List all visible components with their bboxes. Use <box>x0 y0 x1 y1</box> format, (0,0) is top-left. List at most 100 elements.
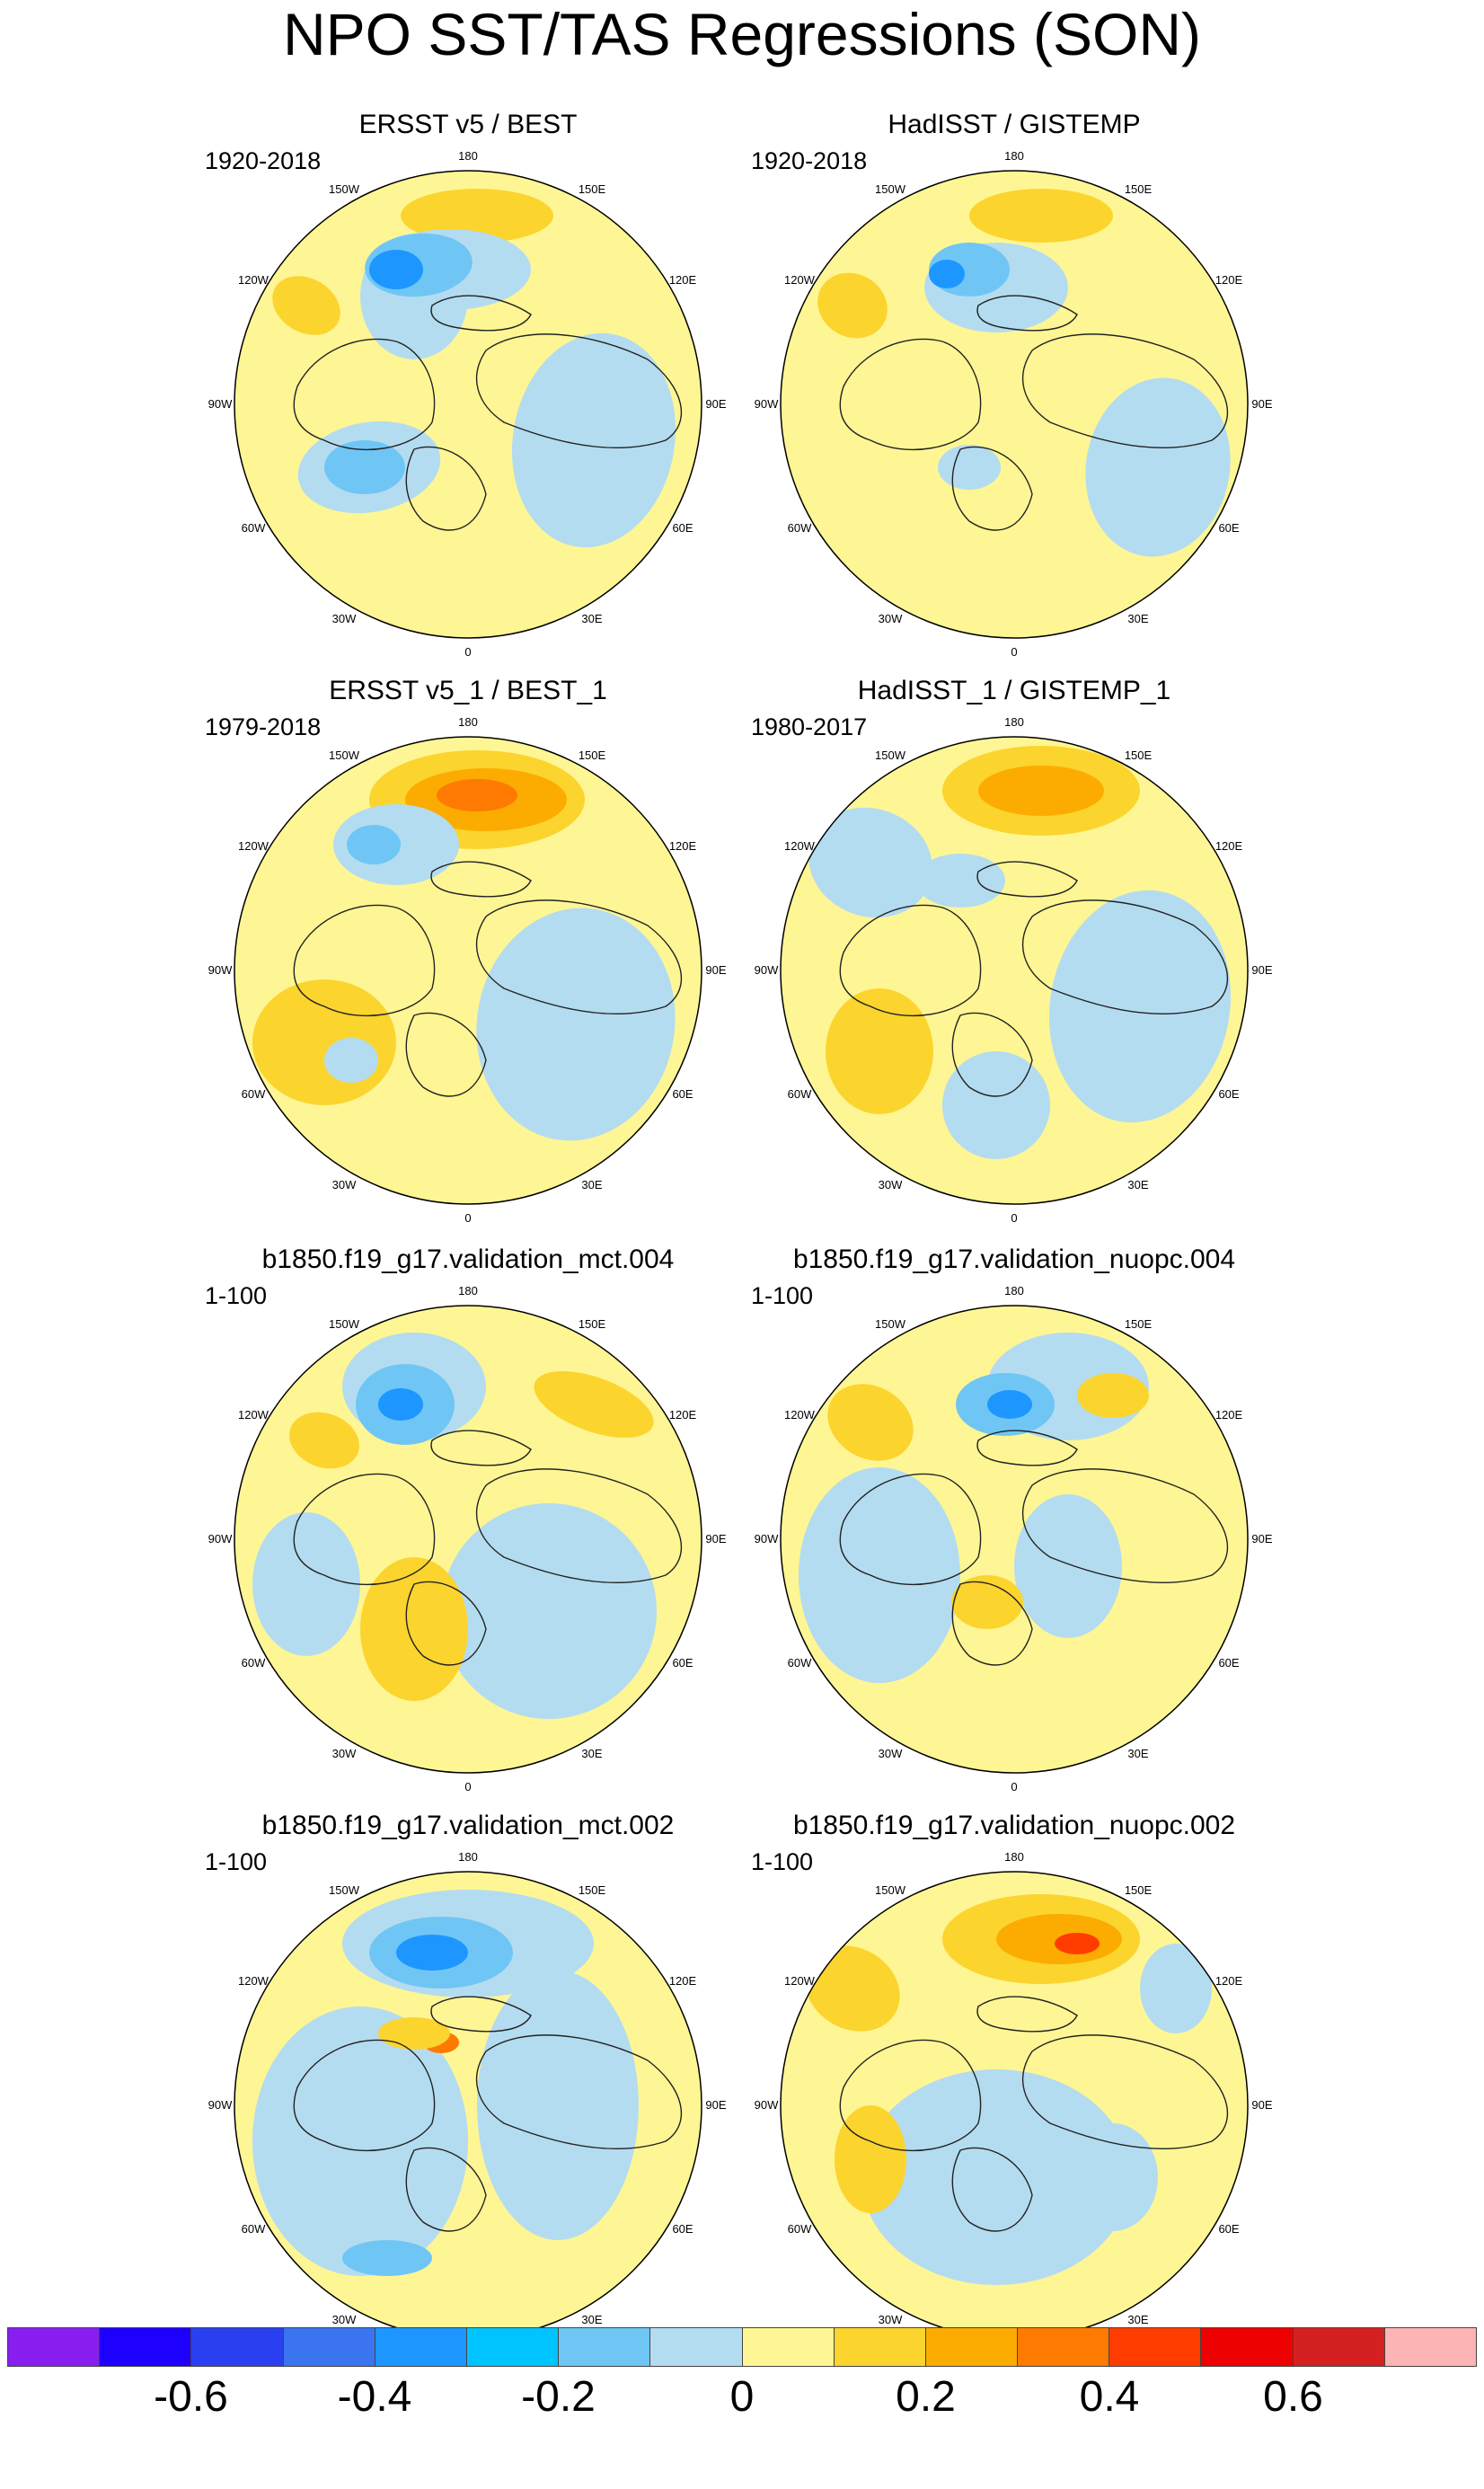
colorbar-swatch <box>191 2328 284 2366</box>
map-panel: b1850.f19_g17.validation_mct.002 180 150E 1… <box>196 1811 740 2368</box>
panel-title: HadISST / GISTEMP <box>888 110 1141 139</box>
longitude-label: 90W <box>208 2098 233 2112</box>
coastline <box>1021 333 1229 448</box>
longitude-label: 90W <box>208 1532 233 1546</box>
anomaly-region <box>826 988 933 1114</box>
longitude-label: 180 <box>458 715 478 729</box>
longitude-label: 0 <box>1011 1780 1017 1794</box>
longitude-label: 120E <box>669 1408 697 1422</box>
anomaly-region <box>1055 1933 1100 1954</box>
map-border <box>234 1305 702 1774</box>
coastline <box>976 295 1078 332</box>
longitude-label: 90W <box>755 1532 779 1546</box>
longitude-label: 60W <box>242 2222 266 2236</box>
anomaly-region <box>938 445 1001 490</box>
panel-title: ERSST v5 / BEST <box>358 110 578 139</box>
longitude-label: 180 <box>1004 1850 1024 1864</box>
coastline <box>976 861 1078 898</box>
colorbar-swatch <box>466 2328 560 2366</box>
coastline <box>1021 2034 1229 2149</box>
anomaly-region <box>835 2105 906 2213</box>
longitude-label: 90W <box>755 963 779 977</box>
panel-title: b1850.f19_g17.validation_nuopc.002 <box>792 1811 1236 1840</box>
longitude-label: 0 <box>464 1211 471 1225</box>
coastline <box>293 904 436 1017</box>
longitude-label: 60W <box>242 1087 266 1101</box>
longitude-label: 30W <box>332 1178 357 1191</box>
longitude-label: 120E <box>1215 273 1243 287</box>
longitude-label: 30W <box>332 2313 357 2326</box>
anomaly-region <box>378 1388 423 1421</box>
anomaly-region <box>378 2017 450 2050</box>
longitude-label: 60E <box>672 1656 693 1670</box>
coastline <box>976 1996 1078 2033</box>
longitude-label: 30E <box>1127 612 1148 625</box>
longitude-label: 60E <box>672 2222 693 2236</box>
panel-title: b1850.f19_g17.validation_mct.004 <box>261 1244 675 1274</box>
panel-title: HadISST_1 / GISTEMP_1 <box>857 676 1171 705</box>
anomaly-region <box>342 2240 432 2276</box>
colorbar-swatch <box>1201 2328 1294 2366</box>
coastline <box>405 446 487 531</box>
panel-years: 1920-2018 <box>751 147 868 174</box>
anomaly-region <box>808 807 932 918</box>
panel-years: 1-100 <box>751 1848 814 1875</box>
anomaly-region <box>369 250 423 289</box>
longitude-label: 120E <box>1215 1408 1243 1422</box>
anomaly-region <box>1085 377 1231 557</box>
colorbar <box>7 2327 1477 2367</box>
longitude-label: 30W <box>332 612 357 625</box>
longitude-label: 150W <box>329 1317 360 1331</box>
longitude-label: 60W <box>242 1656 266 1670</box>
longitude-label: 0 <box>1011 1211 1017 1225</box>
anomaly-region <box>1140 1944 1212 2033</box>
map-panel: HadISST / GISTEMP 180 150E 120E 90E 60E 30E 0 30… <box>742 110 1286 667</box>
anomaly-region <box>441 1503 657 1719</box>
longitude-label: 150E <box>1125 1883 1153 1897</box>
longitude-label: 90E <box>1251 1532 1272 1546</box>
anomaly-region <box>401 189 553 243</box>
coastline <box>430 295 532 332</box>
map-panel: b1850.f19_g17.validation_mct.004 180 150E 1… <box>196 1244 740 1802</box>
longitude-label: 60W <box>788 1087 812 1101</box>
longitude-label: 120E <box>1215 1974 1243 1988</box>
map-border <box>780 170 1249 639</box>
anomaly-region <box>1068 2123 1158 2231</box>
colorbar-swatch <box>559 2328 651 2366</box>
coastline <box>293 1473 436 1586</box>
longitude-label: 90W <box>755 2098 779 2112</box>
coastline <box>405 2147 487 2232</box>
longitude-label: 150W <box>875 1883 906 1897</box>
map-border <box>234 736 702 1205</box>
map-panel: b1850.f19_g17.validation_nuopc.002 180 150… <box>742 1811 1286 2368</box>
longitude-label: 90W <box>208 963 233 977</box>
colorbar-label: 0.6 <box>1263 2373 1323 2421</box>
anomaly-region <box>827 1384 914 1461</box>
longitude-label: 30W <box>879 612 903 625</box>
coastline <box>430 1996 532 2033</box>
longitude-label: 60E <box>672 521 693 535</box>
colorbar-label: 0.4 <box>1079 2373 1140 2421</box>
longitude-label: 150E <box>1125 182 1153 196</box>
polar-map: 180 150E 120E 90E 60E 30E 0 30W 60W 90W 120W 150W <box>208 1284 727 1794</box>
anomaly-region <box>915 854 1005 908</box>
longitude-label: 60W <box>242 521 266 535</box>
longitude-label: 0 <box>1011 645 1017 659</box>
map-border <box>234 170 702 639</box>
coastline <box>475 2034 683 2149</box>
colorbar-label: -0.6 <box>154 2373 228 2421</box>
anomaly-region <box>978 766 1104 816</box>
anomaly-region <box>272 276 340 335</box>
longitude-label: 180 <box>1004 715 1024 729</box>
longitude-label: 0 <box>464 645 471 659</box>
polar-map: 180 150E 120E 90E 60E 30E 0 30W 60W 90W 120W 150W <box>208 149 727 659</box>
longitude-label: 90E <box>1251 2098 1272 2112</box>
longitude-label: 60E <box>1218 1087 1239 1101</box>
panel-years: 1980-2017 <box>751 713 868 740</box>
longitude-label: 180 <box>458 149 478 163</box>
anomaly-region <box>942 1051 1050 1159</box>
anomaly-region <box>1077 1373 1149 1418</box>
longitude-label: 30E <box>1127 1178 1148 1191</box>
coastline <box>839 2039 982 2152</box>
